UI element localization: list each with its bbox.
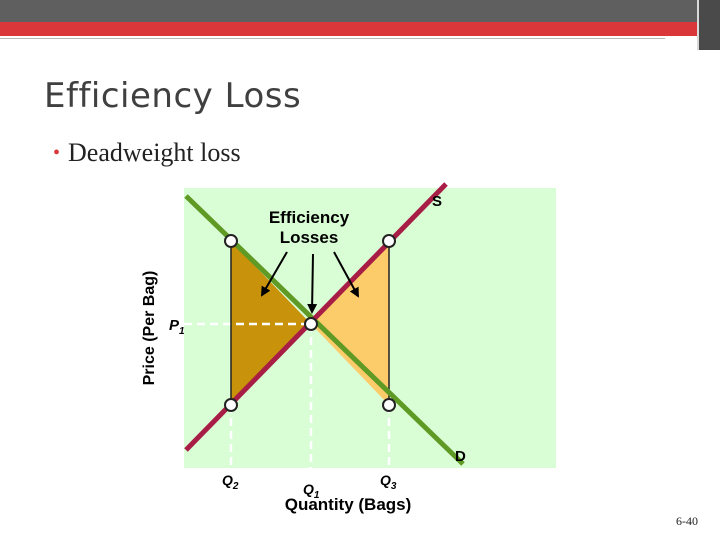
point-equilibrium [304, 317, 318, 331]
x-axis-label: Quantity (Bags) [285, 495, 412, 514]
annotation-line2: Losses [280, 228, 339, 247]
point-q3-lower [382, 398, 396, 412]
bullet-text: Deadweight loss [68, 138, 241, 167]
supply-label: S [432, 193, 442, 210]
price-label: P1 [169, 317, 185, 337]
banner-corner-line [697, 0, 699, 50]
banner-gray-stripe [0, 0, 720, 22]
banner-divider [0, 38, 665, 39]
bullet-dot-icon: • [53, 142, 61, 164]
annotation-line1: Efficiency [269, 208, 350, 227]
banner-corner-block [697, 0, 720, 50]
q1-label: Q1 [303, 481, 320, 501]
point-q2-upper [224, 234, 238, 248]
annotation-arrow-center [307, 253, 318, 314]
page-number: 6-40 [676, 514, 698, 528]
y-axis-label: Price (Per Bag) [141, 271, 158, 386]
bullet-item: • Deadweight loss [53, 138, 241, 168]
point-q2-lower [224, 398, 238, 412]
efficiency-loss-right-triangle [311, 241, 389, 405]
point-q3-upper [382, 234, 396, 248]
slide-title: Efficiency Loss [44, 76, 302, 116]
efficiency-loss-left-triangle [231, 241, 311, 405]
q2-label: Q2 [222, 472, 239, 492]
top-banner [0, 0, 720, 50]
demand-label: D [455, 448, 466, 465]
banner-red-stripe [0, 22, 720, 36]
annotation-arrow-right [333, 251, 359, 298]
q3-label: Q3 [380, 472, 397, 492]
annotation-arrow-left [260, 251, 288, 297]
